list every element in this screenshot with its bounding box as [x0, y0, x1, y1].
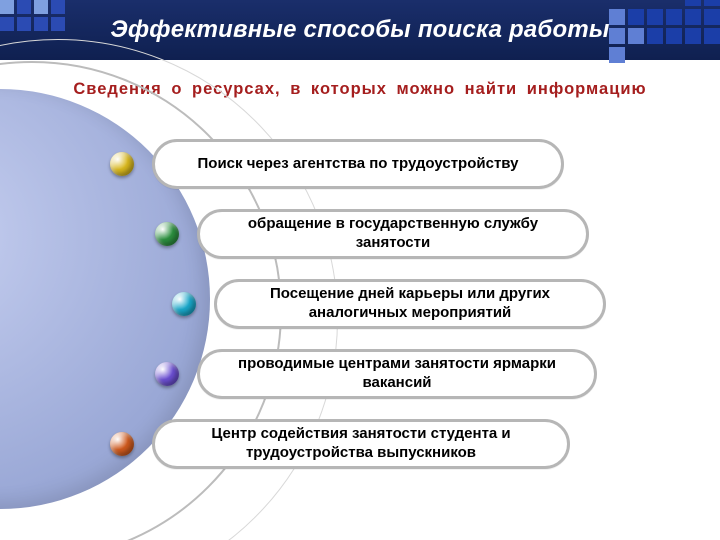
bullet-icon: [155, 222, 179, 246]
bullet-icon: [155, 362, 179, 386]
bullet-icon: [110, 432, 134, 456]
item-list: Поиск через агентства по трудоустройству…: [0, 119, 720, 519]
list-item: проводимые центрами занятости ярмарки ва…: [155, 349, 597, 399]
slide-title: Эффективные способы поиска работы: [110, 16, 609, 44]
list-item: обращение в государственную службу занят…: [155, 209, 589, 259]
bullet-icon: [110, 152, 134, 176]
item-label: проводимые центрами занятости ярмарки ва…: [197, 349, 597, 399]
list-item: Поиск через агентства по трудоустройству: [110, 139, 564, 189]
list-item: Центр содействия занятости студента и тр…: [110, 419, 570, 469]
corner-squares-top-right: [609, 0, 720, 63]
item-label: Центр содействия занятости студента и тр…: [152, 419, 570, 469]
item-label: Посещение дней карьеры или других аналог…: [214, 279, 606, 329]
list-item: Посещение дней карьеры или других аналог…: [172, 279, 606, 329]
item-label: Поиск через агентства по трудоустройству: [152, 139, 564, 189]
item-label: обращение в государственную службу занят…: [197, 209, 589, 259]
corner-squares-top-left: [0, 0, 65, 31]
bullet-icon: [172, 292, 196, 316]
diagram-stage: Поиск через агентства по трудоустройству…: [0, 119, 720, 519]
